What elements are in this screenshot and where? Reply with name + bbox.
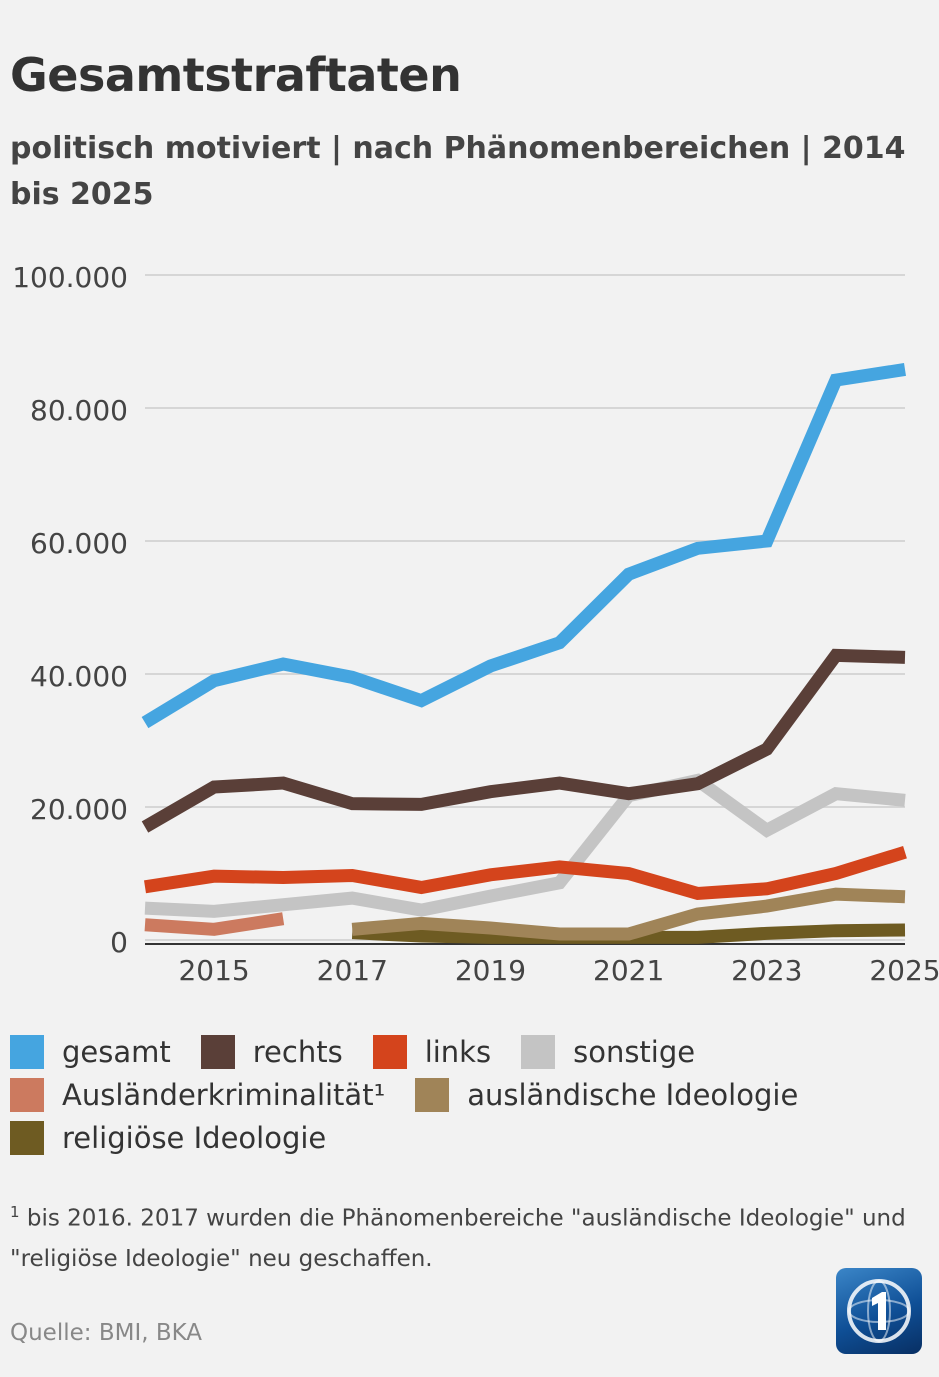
- source: Quelle: BMI, BKA: [10, 1320, 203, 1346]
- x-tick-label: 2015: [178, 954, 249, 987]
- footnote: 1 bis 2016. 2017 wurden die Phänomenbere…: [10, 1192, 910, 1279]
- y-tick-label: 20.000: [30, 793, 128, 826]
- legend: gesamt rechts links sonstige Ausländerkrimin…: [10, 1030, 930, 1159]
- x-tick-label: 2017: [317, 954, 388, 987]
- y-tick-label: 40.000: [30, 660, 128, 693]
- page-title: Gesamtstraftaten: [10, 48, 462, 102]
- series-line-4: [144, 912, 285, 936]
- series-line-3: [144, 773, 906, 918]
- x-tick-label: 2019: [455, 954, 526, 987]
- legend-label: rechts: [252, 1034, 343, 1069]
- y-tick-label: 60.000: [30, 527, 128, 560]
- legend-swatch: [372, 1034, 407, 1069]
- footnote-marker: 1: [10, 1203, 20, 1221]
- legend-label: sonstige: [573, 1034, 696, 1069]
- legend-row: Ausländerkriminalität¹ ausländische Ideol…: [10, 1073, 930, 1116]
- legend-swatch: [10, 1077, 44, 1112]
- legend-swatch: [10, 1120, 44, 1155]
- legend-item: rechts: [200, 1034, 343, 1069]
- line-chart: 0 20.000 40.000 60.000 80.000 100.000 2015 201…: [12, 261, 939, 987]
- series-line-5: [351, 887, 906, 941]
- legend-item: sonstige: [521, 1034, 696, 1069]
- legend-item: gesamt: [10, 1034, 171, 1069]
- y-tick-label: 80.000: [30, 394, 128, 427]
- legend-item: links: [372, 1034, 492, 1069]
- footnote-text: bis 2016. 2017 wurden die Phänomenbereic…: [10, 1205, 906, 1272]
- series-line-2: [144, 846, 907, 901]
- legend-label: religiöse Ideologie: [62, 1120, 327, 1155]
- x-tick-label: 2023: [731, 954, 802, 987]
- page-subtitle: politisch motiviert | nach Phänomenberei…: [10, 131, 906, 212]
- legend-label: ausländische Ideologie: [467, 1077, 799, 1112]
- legend-swatch: [521, 1034, 556, 1069]
- legend-label: gesamt: [62, 1034, 171, 1069]
- legend-item: Ausländerkriminalität¹: [10, 1077, 386, 1112]
- legend-row: religiöse Ideologie: [10, 1116, 930, 1159]
- y-tick-label: 100.000: [12, 261, 128, 294]
- legend-row: gesamt rechts links sonstige: [10, 1030, 930, 1073]
- legend-swatch: [200, 1034, 235, 1069]
- legend-label: Ausländerkriminalität¹: [62, 1077, 386, 1112]
- legend-item: ausländische Ideologie: [415, 1077, 799, 1112]
- x-tick-label: 2021: [593, 954, 664, 987]
- x-tick-label: 2025: [869, 954, 939, 987]
- legend-swatch: [415, 1077, 450, 1112]
- legend-label: links: [424, 1034, 492, 1069]
- legend-swatch: [10, 1034, 44, 1069]
- series-line-1: [141, 648, 906, 833]
- legend-item: religiöse Ideologie: [10, 1120, 327, 1155]
- y-tick-label: 0: [110, 926, 128, 959]
- tagesschau-logo-icon: [836, 1268, 922, 1354]
- series-line-0: [141, 363, 906, 729]
